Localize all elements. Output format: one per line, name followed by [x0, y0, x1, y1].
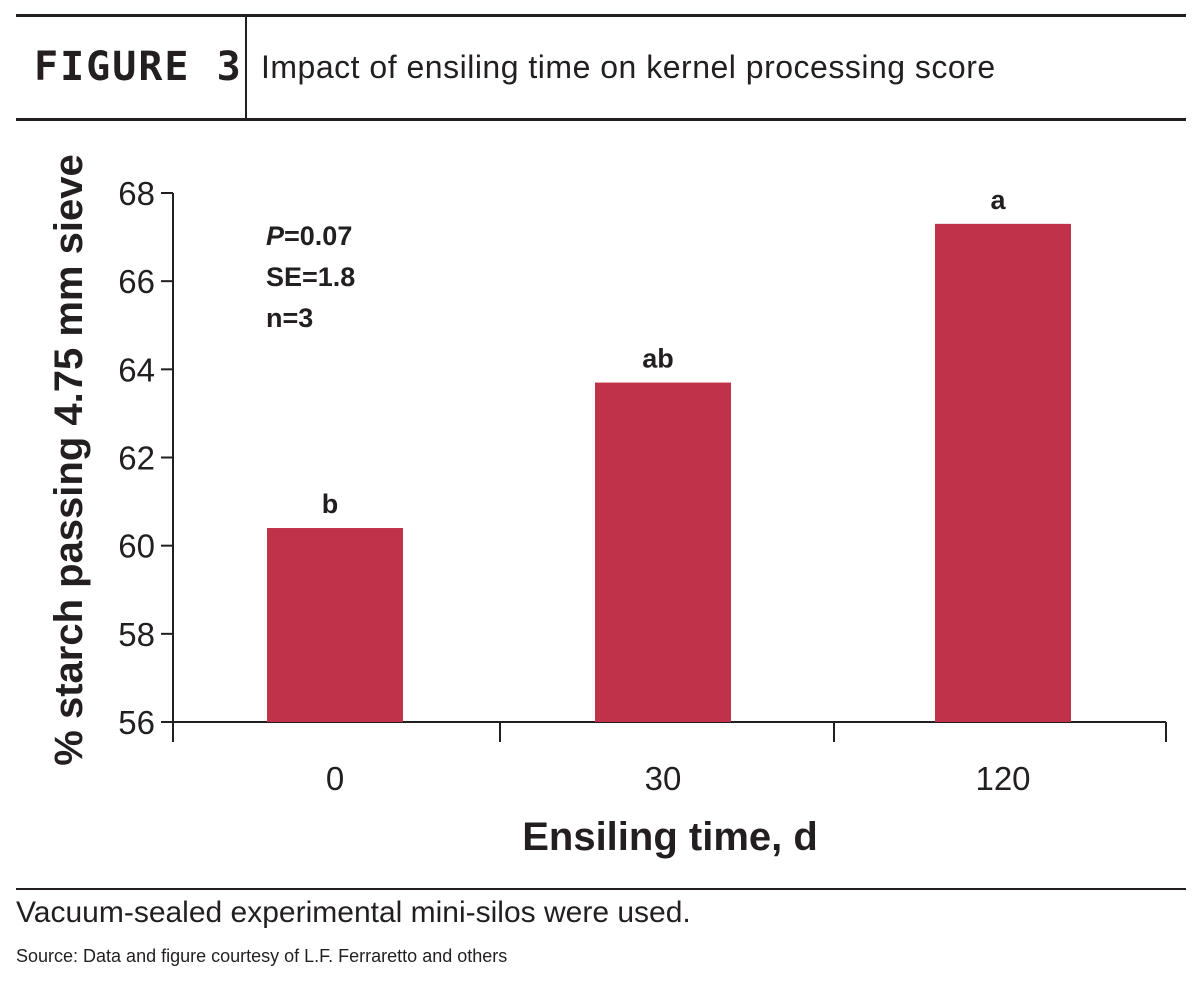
- y-tick-label: 66: [118, 263, 155, 300]
- y-axis-title: % starch passing 4.75 mm sieve: [47, 154, 91, 765]
- y-tick-label: 62: [118, 440, 155, 477]
- x-axis: 0 30 120: [172, 721, 1167, 797]
- x-axis-title: Ensiling time, d: [522, 815, 818, 859]
- bars: [267, 223, 1071, 722]
- n-annotation: n=3: [266, 303, 313, 333]
- y-tick-label: 68: [118, 175, 155, 212]
- header-divider: [245, 16, 247, 118]
- bar: [267, 528, 403, 722]
- se-annotation: SE=1.8: [266, 262, 355, 292]
- y-tick-label: 60: [118, 528, 155, 565]
- significance-labels: b ab a: [322, 185, 1007, 519]
- bar: [935, 223, 1071, 722]
- y-axis: 56 58 60 62 64 66 68: [118, 175, 174, 741]
- header-bottom-rule: [16, 118, 1186, 121]
- figure-caption: Vacuum-sealed experimental mini-silos we…: [16, 896, 691, 929]
- figure-title: Impact of ensiling time on kernel proces…: [261, 49, 996, 85]
- significance-label: a: [990, 185, 1006, 215]
- top-rule: [16, 14, 1186, 17]
- figure-header: FIGURE 3 Impact of ensiling time on kern…: [16, 16, 1186, 118]
- y-tick-label: 56: [118, 704, 155, 741]
- bar: [595, 382, 731, 722]
- y-tick-label: 64: [118, 351, 155, 388]
- significance-label: b: [322, 489, 339, 519]
- p-value: =0.07: [284, 221, 352, 251]
- x-tick-label: 0: [326, 760, 344, 797]
- p-symbol: P: [266, 221, 285, 251]
- x-tick-label: 120: [975, 760, 1030, 797]
- figure-source: Source: Data and figure courtesy of L.F.…: [16, 946, 508, 966]
- bar-chart: 56 58 60 62 64 66 68 0 30 120 b ab a P=0.07 SE=1.8…: [47, 154, 1167, 859]
- footer-rule: [16, 888, 1186, 890]
- y-tick-label: 58: [118, 616, 155, 653]
- p-value-annotation: P=0.07: [266, 221, 352, 251]
- figure-label: FIGURE 3: [34, 44, 243, 90]
- x-tick-label: 30: [645, 760, 682, 797]
- significance-label: ab: [642, 344, 674, 374]
